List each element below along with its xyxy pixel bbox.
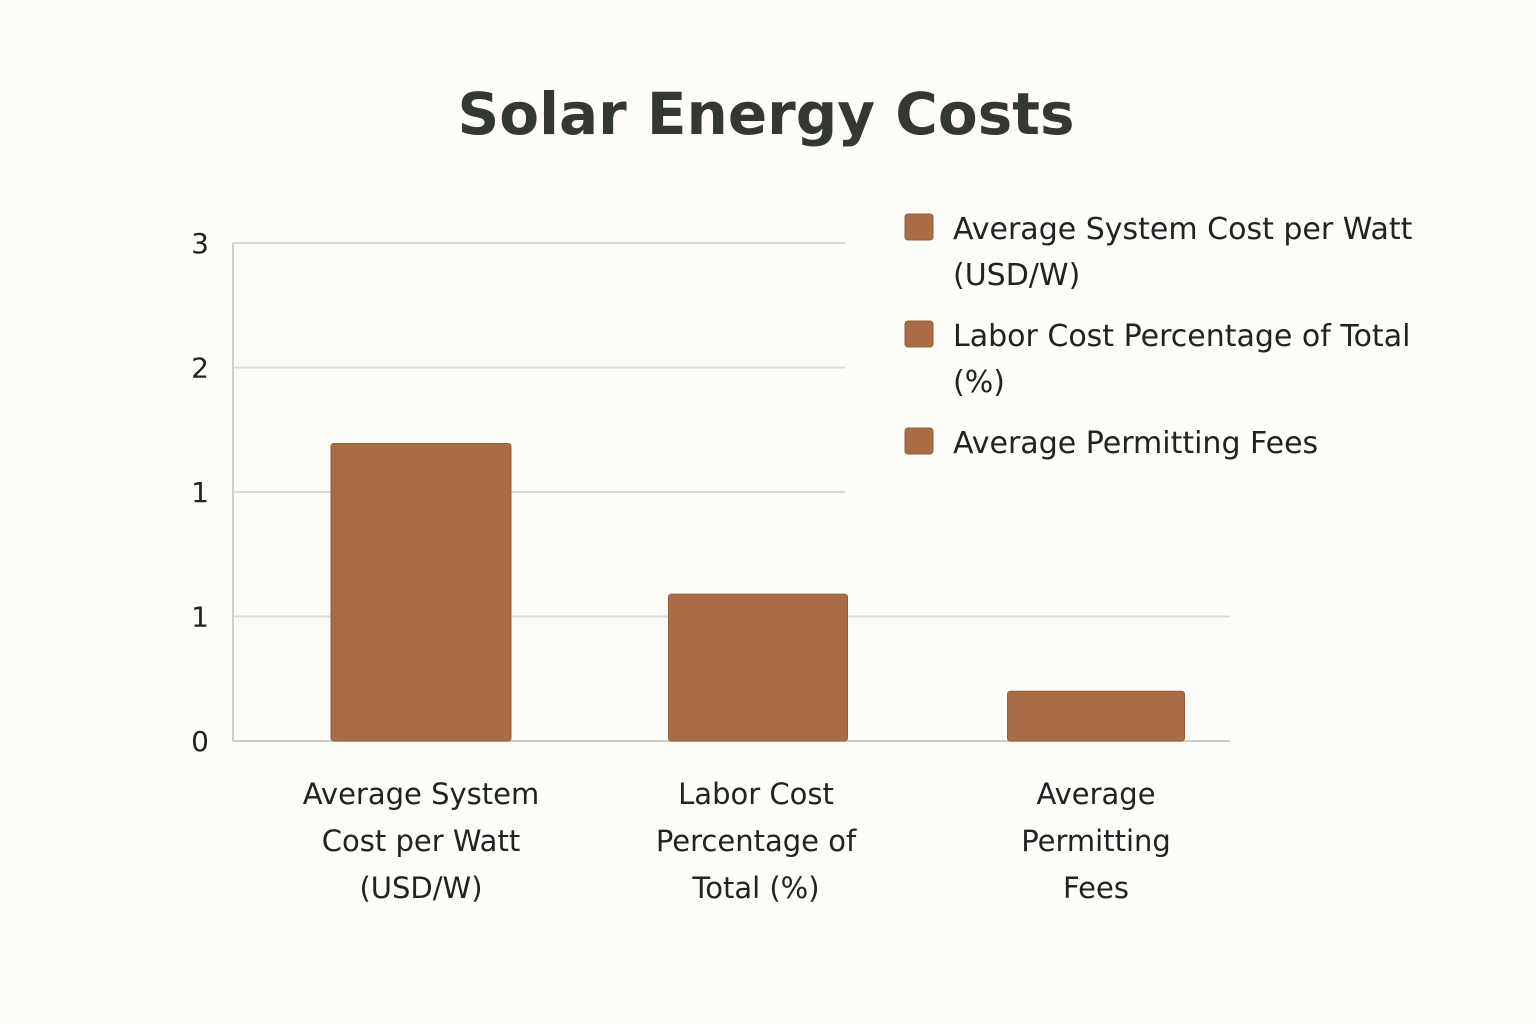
bars <box>330 442 1185 742</box>
y-axis-ticks: 0 1 1 2 3 <box>191 227 209 758</box>
legend-swatch <box>904 320 934 348</box>
y-tick-label: 2 <box>191 352 209 385</box>
legend-swatch <box>904 213 934 241</box>
bar <box>1007 690 1185 742</box>
x-tick-label: Average System <box>303 777 539 811</box>
y-tick-label: 1 <box>191 601 209 634</box>
x-axis-labels: Average System Cost per Watt (USD/W) Labor … <box>303 777 1171 905</box>
x-tick-label: Cost per Watt <box>322 824 520 858</box>
x-tick-label: Labor Cost <box>678 777 834 811</box>
legend-label: (USD/W) <box>953 258 1080 293</box>
legend-label: (%) <box>953 365 1005 400</box>
legend-label: Average System Cost per Watt <box>953 212 1413 247</box>
chart-title: Solar Energy Costs <box>458 80 1075 148</box>
x-tick-label: Average <box>1036 777 1155 811</box>
x-tick-label: Fees <box>1063 871 1129 905</box>
bar <box>330 442 512 742</box>
y-tick-label: 0 <box>191 725 209 758</box>
x-tick-label: (USD/W) <box>359 871 482 905</box>
bar <box>668 593 848 742</box>
legend-label: Labor Cost Percentage of Total <box>953 319 1410 354</box>
legend-swatch <box>904 427 934 455</box>
legend-label: Average Permitting Fees <box>953 426 1318 461</box>
legend: Average System Cost per Watt (USD/W) Labor… <box>904 212 1413 461</box>
y-tick-label: 3 <box>191 227 209 260</box>
y-tick-label: 1 <box>191 476 209 509</box>
x-tick-label: Percentage of <box>656 824 857 858</box>
x-tick-label: Permitting <box>1021 824 1171 858</box>
x-tick-label: Total (%) <box>691 871 819 905</box>
